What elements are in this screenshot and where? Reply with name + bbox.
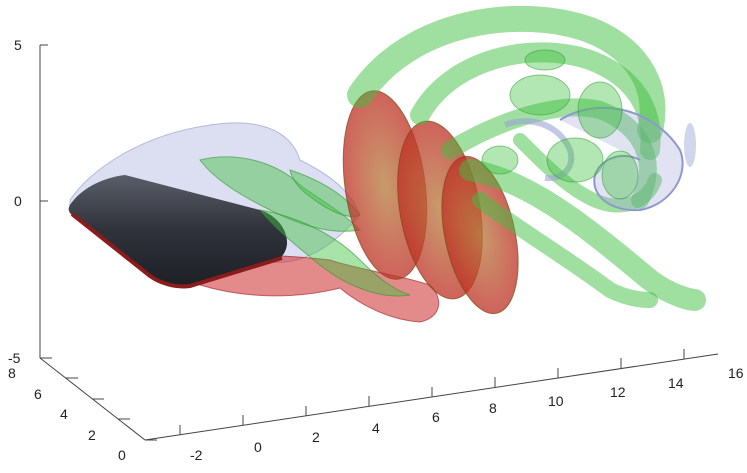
y-tick-label: 0 — [118, 447, 126, 463]
blue-isosurface-far-wake — [503, 106, 696, 212]
green-isosurface-near-wake — [199, 156, 411, 297]
x-tick-label: 14 — [668, 375, 684, 391]
z-axis-ticks — [40, 44, 48, 359]
x-axis-labels: -2 0 2 4 6 8 10 12 14 16 — [190, 365, 744, 463]
bluff-body — [68, 175, 288, 289]
x-axis-ticks — [179, 349, 685, 435]
y-tick-label: 4 — [60, 406, 68, 422]
z-tick-label: 0 — [14, 193, 22, 209]
y-tick-label: 2 — [88, 427, 96, 443]
x-tick-label: -2 — [190, 447, 203, 463]
x-tick-label: 6 — [432, 409, 440, 425]
x-tick-label: 10 — [548, 393, 564, 409]
y-axis-labels: 8 6 4 2 0 — [8, 365, 126, 463]
x-tick-label: 4 — [372, 420, 380, 436]
z-tick-label: 5 — [14, 37, 22, 53]
x-tick-label: 8 — [489, 400, 497, 416]
z-tick-label: -5 — [8, 350, 21, 366]
green-vortex-clusters — [481, 49, 639, 200]
x-tick-label: 0 — [254, 439, 262, 455]
y-tick-label: 6 — [34, 386, 42, 402]
x-tick-label: 16 — [728, 365, 744, 381]
y-axis-ticks — [40, 357, 157, 441]
y-tick-label: 8 — [8, 365, 16, 381]
green-isosurface-far-wake — [347, 5, 706, 311]
x-tick-label: 2 — [312, 429, 320, 445]
x-tick-label: 12 — [610, 384, 626, 400]
z-axis-labels: 5 0 -5 — [8, 37, 22, 366]
